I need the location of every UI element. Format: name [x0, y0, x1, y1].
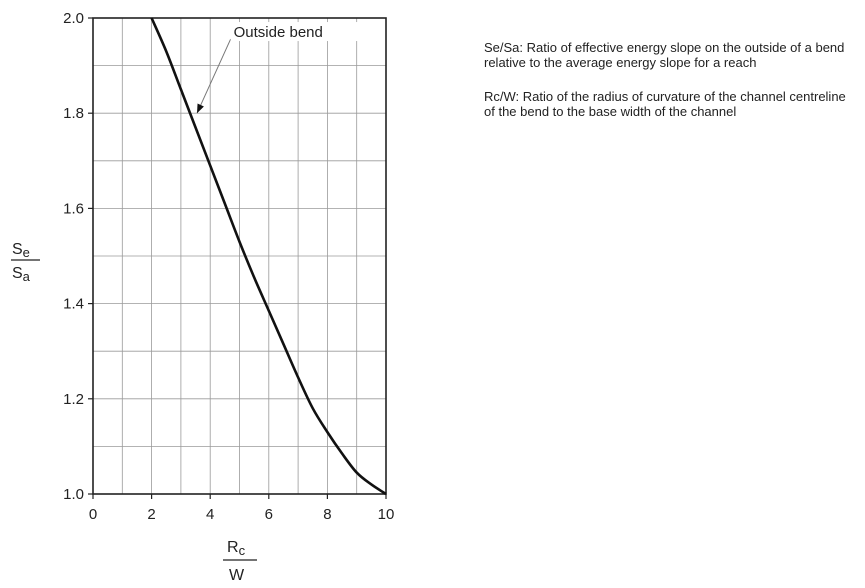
y-axis-label: Se Sa [11, 241, 40, 284]
y-label-denominator: Sa [12, 265, 31, 284]
x-tick-label: 0 [89, 506, 97, 523]
y-tick-label: 2.0 [63, 10, 84, 27]
tick-labels: 0 2 4 6 8 10 1.0 1.2 1.4 1.6 1.8 2.0 [63, 10, 394, 523]
x-tick-label: 6 [265, 506, 273, 523]
chart: 0 2 4 6 8 10 1.0 1.2 1.4 1.6 1.8 2.0 Outside bend S… [11, 10, 394, 584]
x-tick-label: 10 [378, 506, 395, 523]
annotation-arrowhead [197, 103, 204, 114]
x-label-denominator: W [229, 567, 245, 584]
x-tick-label: 2 [147, 506, 155, 523]
y-tick-label: 1.2 [63, 391, 84, 408]
y-label-numerator: Se [12, 241, 30, 260]
definitions-panel: Se/Sa: Ratio of effective energy slope o… [484, 40, 859, 138]
annotation-leader-line [196, 38, 232, 114]
annotation-background [230, 22, 359, 42]
x-label-numerator: Rc [227, 539, 246, 558]
annotation-outside-bend: Outside bend [234, 24, 323, 41]
series-line-outside-bend [150, 17, 387, 496]
annotation: Outside bend [196, 22, 359, 114]
grid [93, 17, 386, 495]
definition-se-sa: Se/Sa: Ratio of effective energy slope o… [484, 40, 845, 70]
y-tick-label: 1.4 [63, 296, 84, 313]
x-tick-label: 8 [323, 506, 331, 523]
y-tick-label: 1.6 [63, 200, 84, 217]
x-tick-label: 4 [206, 506, 214, 523]
x-axis-label: Rc W [223, 539, 257, 584]
y-tick-label: 1.8 [63, 105, 84, 122]
plot-frame [92, 17, 387, 495]
y-tick-label: 1.0 [63, 486, 84, 503]
definition-rc-w: Rc/W: Ratio of the radius of curvature o… [484, 89, 846, 119]
